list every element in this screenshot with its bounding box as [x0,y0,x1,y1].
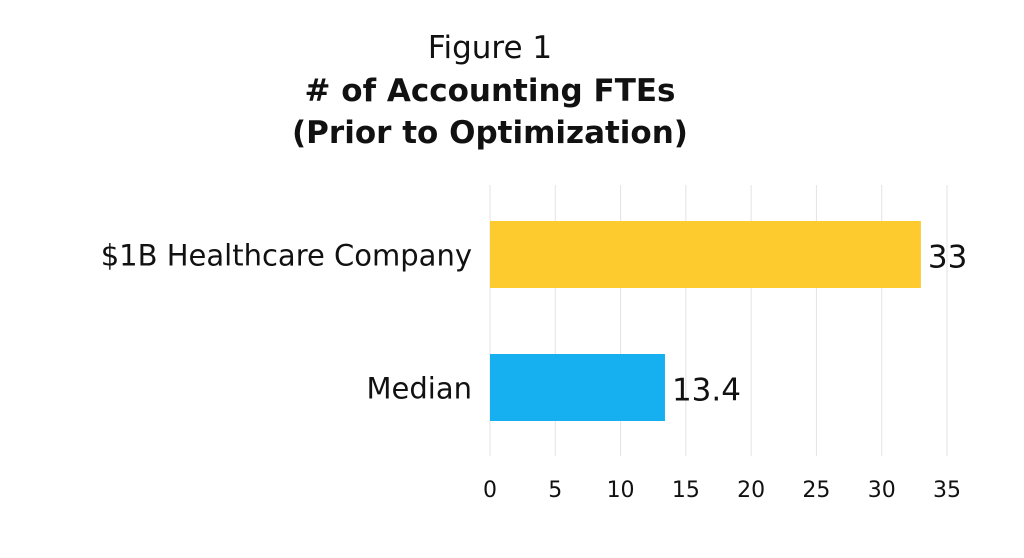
chart-subtitle: (Prior to Optimization) [292,115,688,151]
x-tick-label: 0 [483,478,497,503]
chart-title: # of Accounting FTEs [304,73,676,109]
x-tick-label: 30 [868,478,896,503]
category-label: $1B Healthcare Company [101,239,472,273]
x-tick-label: 5 [548,478,562,503]
x-tick-label: 35 [933,478,961,503]
x-tick-label: 15 [672,478,700,503]
data-label: 33 [928,240,967,276]
category-label: Median [367,372,472,406]
x-tick-label: 20 [737,478,765,503]
figure-label: Figure 1 [427,30,553,66]
bar [490,221,921,288]
x-tick-label: 10 [607,478,635,503]
x-tick-label: 25 [802,478,830,503]
data-label: 13.4 [672,373,741,409]
bar [490,354,665,421]
